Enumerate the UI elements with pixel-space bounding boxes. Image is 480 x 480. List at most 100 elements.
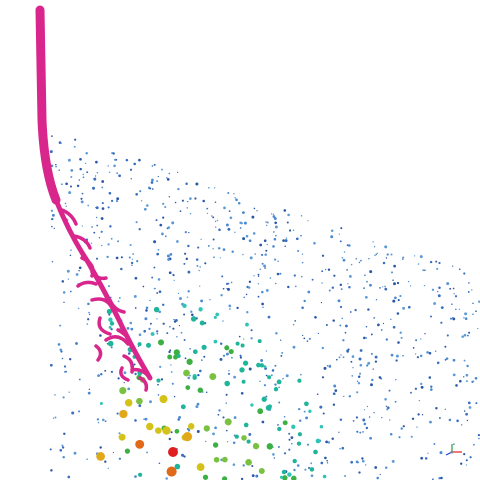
- mist-droplet: [231, 250, 234, 253]
- mist-droplet: [52, 417, 55, 419]
- mist-droplet: [384, 287, 388, 291]
- mist-droplet: [363, 336, 366, 340]
- mist-droplet: [172, 327, 175, 330]
- mist-droplet: [428, 376, 432, 379]
- droplet: [322, 474, 327, 479]
- mist-droplet: [339, 324, 342, 327]
- mist-droplet: [374, 466, 378, 469]
- mist-droplet: [176, 171, 179, 174]
- mist-droplet: [154, 287, 157, 290]
- mist-droplet: [440, 476, 443, 480]
- mist-droplet: [373, 316, 376, 319]
- mist-droplet: [290, 436, 294, 439]
- mist-droplet: [365, 426, 369, 430]
- mist-droplet: [463, 333, 467, 337]
- mist-droplet: [205, 391, 208, 393]
- mist-droplet: [277, 260, 279, 262]
- mist-droplet: [49, 150, 53, 154]
- mist-droplet: [303, 410, 306, 413]
- mist-droplet: [221, 275, 224, 278]
- mist-droplet: [436, 361, 440, 365]
- mist-droplet: [53, 227, 55, 230]
- mist-droplet: [126, 327, 130, 330]
- droplet: [150, 332, 155, 336]
- mist-droplet: [427, 452, 429, 454]
- mist-droplet: [61, 183, 63, 186]
- mist-droplet: [243, 338, 245, 340]
- droplet: [315, 438, 321, 444]
- mist-droplet: [402, 354, 404, 357]
- mist-droplet: [167, 258, 170, 261]
- mist-droplet: [345, 324, 348, 328]
- mist-droplet: [376, 252, 378, 255]
- mist-droplet: [294, 320, 297, 322]
- mist-droplet: [423, 284, 426, 287]
- mist-droplet: [212, 238, 215, 241]
- mist-droplet: [316, 393, 319, 395]
- mist-droplet: [283, 415, 286, 418]
- mist-droplet: [362, 431, 364, 433]
- mist-droplet: [430, 388, 433, 391]
- droplet: [167, 354, 173, 360]
- mist-droplet: [358, 357, 362, 361]
- mist-droplet: [351, 375, 354, 377]
- mist-droplet: [133, 294, 137, 298]
- mist-droplet: [325, 324, 328, 326]
- mist-droplet: [400, 427, 403, 430]
- mist-droplet: [115, 256, 119, 260]
- mist-droplet: [310, 462, 313, 465]
- droplet: [155, 427, 162, 434]
- droplet: [183, 369, 190, 377]
- mist-droplet: [326, 462, 329, 464]
- mist-droplet: [264, 253, 267, 256]
- mist-droplet: [288, 432, 291, 435]
- mist-droplet: [456, 419, 459, 423]
- mist-droplet: [263, 384, 266, 387]
- mist-droplet: [51, 225, 53, 228]
- mist-droplet: [376, 476, 379, 480]
- mist-droplet: [54, 394, 56, 396]
- mist-droplet: [239, 354, 242, 357]
- mist-droplet: [283, 209, 287, 212]
- droplet: [291, 424, 296, 429]
- mist-droplet: [100, 230, 103, 233]
- mist-droplet: [205, 440, 207, 443]
- mist-droplet: [227, 227, 231, 231]
- mist-droplet: [261, 302, 264, 306]
- mist-droplet: [273, 457, 276, 459]
- mist-droplet: [397, 299, 400, 302]
- mist-droplet: [234, 197, 236, 199]
- mist-droplet: [158, 310, 162, 314]
- mist-droplet: [300, 373, 302, 376]
- mist-droplet: [134, 307, 137, 309]
- mist-droplet: [421, 414, 424, 416]
- mist-droplet: [475, 310, 477, 313]
- mist-droplet: [354, 308, 357, 312]
- mist-droplet: [449, 317, 453, 320]
- mist-droplet: [212, 216, 215, 219]
- mist-droplet: [268, 317, 270, 319]
- mist-droplet: [200, 238, 202, 241]
- mist-droplet: [185, 257, 189, 261]
- mist-droplet: [278, 401, 281, 404]
- mist-droplet: [304, 468, 307, 471]
- mist-droplet: [364, 464, 367, 466]
- mist-droplet: [81, 192, 84, 195]
- jet-tail: [53, 197, 153, 381]
- mist-droplet: [187, 290, 190, 293]
- mist-droplet: [229, 308, 231, 310]
- mist-droplet: [138, 404, 142, 408]
- mist-droplet: [301, 306, 304, 310]
- droplet: [137, 472, 143, 477]
- mist-droplet: [277, 424, 279, 426]
- mist-droplet: [73, 145, 76, 148]
- mist-droplet: [395, 354, 399, 358]
- droplet: [242, 360, 249, 366]
- mist-droplet: [226, 441, 229, 443]
- mist-droplet: [95, 160, 98, 164]
- droplet: [192, 349, 198, 355]
- mist-droplet: [391, 271, 393, 274]
- mist-droplet: [156, 332, 159, 335]
- mist-droplet: [282, 377, 284, 380]
